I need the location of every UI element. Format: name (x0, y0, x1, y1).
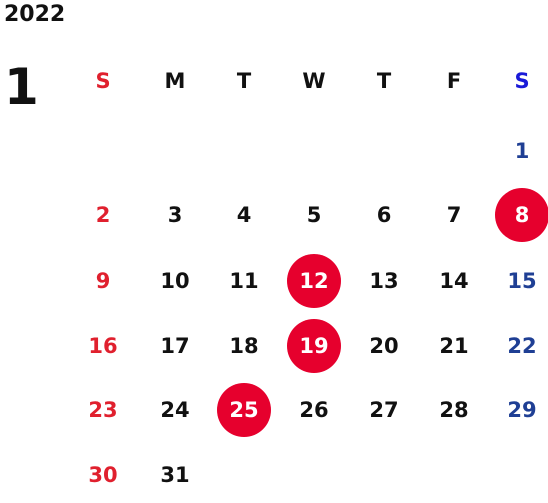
day-cell[interactable]: 5 (306, 203, 322, 227)
day-cell[interactable]: 7 (446, 203, 462, 227)
weekday-header: T (236, 69, 252, 93)
day-cell[interactable]: 16 (88, 334, 118, 358)
day-cell[interactable]: 24 (160, 398, 190, 422)
day-cell[interactable]: 4 (236, 203, 252, 227)
weekday-header: W (302, 69, 326, 93)
year-label: 2022 (4, 2, 66, 27)
day-cell-highlighted[interactable]: 12 (287, 254, 341, 308)
day-cell[interactable]: 10 (160, 269, 190, 293)
day-cell[interactable]: 6 (376, 203, 392, 227)
day-cell[interactable]: 2 (95, 203, 111, 227)
day-cell[interactable]: 27 (369, 398, 399, 422)
day-cell[interactable]: 31 (160, 463, 190, 487)
day-cell[interactable]: 23 (88, 398, 118, 422)
day-cell[interactable]: 30 (88, 463, 118, 487)
day-cell[interactable]: 9 (95, 269, 111, 293)
day-cell[interactable]: 11 (229, 269, 259, 293)
day-cell[interactable]: 15 (507, 269, 537, 293)
day-cell[interactable]: 21 (439, 334, 469, 358)
weekday-header: S (95, 69, 111, 93)
day-cell[interactable]: 22 (507, 334, 537, 358)
day-cell[interactable]: 29 (507, 398, 537, 422)
day-cell[interactable]: 18 (229, 334, 259, 358)
day-cell[interactable]: 3 (167, 203, 183, 227)
day-cell[interactable]: 26 (299, 398, 329, 422)
weekday-header: S (514, 69, 530, 93)
day-cell[interactable]: 13 (369, 269, 399, 293)
day-cell[interactable]: 28 (439, 398, 469, 422)
day-cell[interactable]: 17 (160, 334, 190, 358)
day-cell-highlighted[interactable]: 25 (217, 383, 271, 437)
weekday-header: M (164, 69, 186, 93)
day-cell-highlighted[interactable]: 8 (495, 188, 548, 242)
day-cell[interactable]: 14 (439, 269, 469, 293)
day-cell[interactable]: 20 (369, 334, 399, 358)
month-number: 1 (4, 58, 39, 116)
weekday-header: F (446, 69, 462, 93)
weekday-header: T (376, 69, 392, 93)
day-cell-highlighted[interactable]: 19 (287, 319, 341, 373)
day-cell[interactable]: 1 (514, 139, 530, 163)
